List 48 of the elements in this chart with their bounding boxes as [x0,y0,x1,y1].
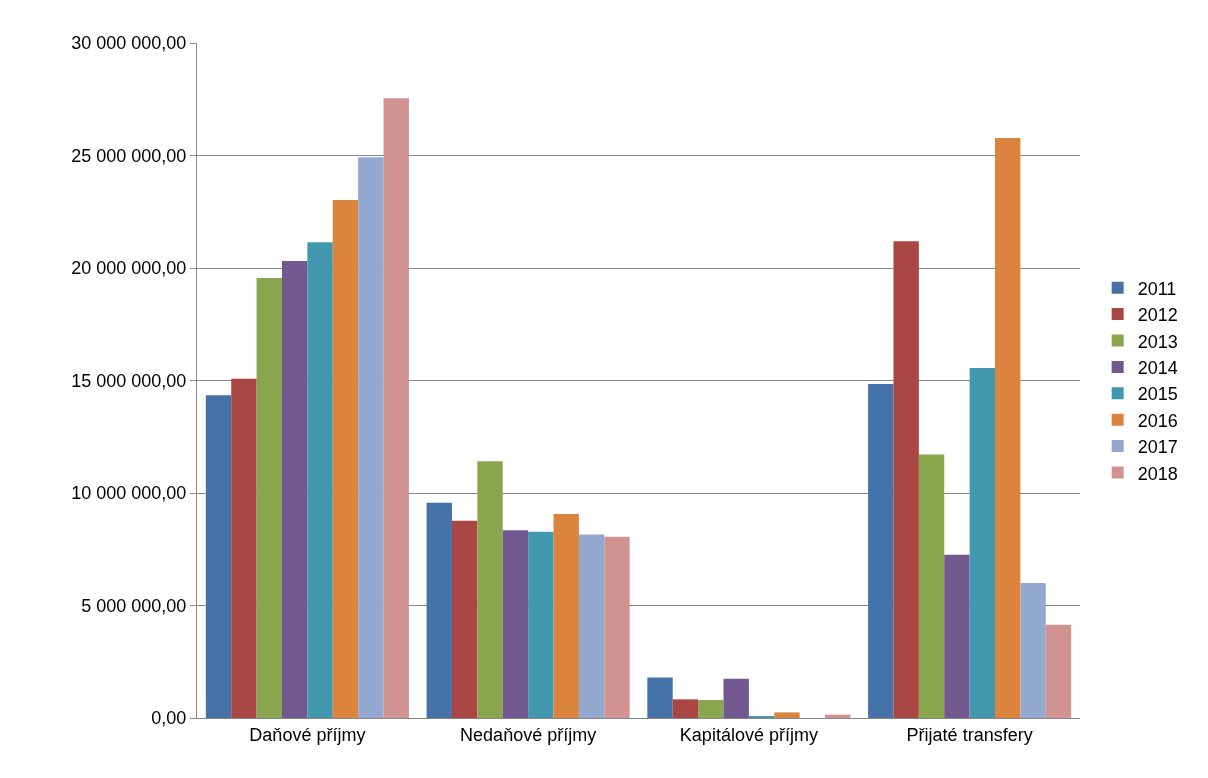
bar [332,200,359,718]
bar [358,157,384,718]
legend-label: 2016 [1137,410,1178,431]
y-tick-label: 10 000 000,00 [71,483,187,504]
bar [553,513,579,718]
y-tick-label: 5 000 000,00 [81,595,187,616]
bar [231,378,257,718]
legend-label: 2015 [1137,384,1178,405]
x-tick-label: Přijaté transfery [906,724,1033,745]
bar [893,241,919,718]
bar [723,678,749,718]
bar [502,530,529,718]
bar [256,277,282,718]
bar [647,677,673,718]
bar [604,536,630,718]
x-tick-label: Nedaňové příjmy [460,724,597,745]
bar [1045,624,1072,718]
y-tick-label: 25 000 000,00 [71,145,187,166]
y-tick-label: 0,00 [151,708,187,729]
x-tick-label: Kapitálové příjmy [679,724,818,745]
bar [578,534,605,718]
bar [281,261,308,718]
bar [995,137,1021,718]
bar [451,520,478,718]
bar [528,531,554,718]
bar [1020,583,1046,718]
bar [969,367,996,718]
legend-label: 2013 [1137,331,1178,352]
y-tick-label: 20 000 000,00 [71,258,187,279]
legend-label: 2017 [1137,437,1178,458]
x-tick-label: Daňové příjmy [249,724,366,745]
bar [698,700,724,718]
bar [426,502,452,718]
legend-label: 2014 [1137,357,1178,378]
bar [477,461,503,718]
bar [307,242,333,718]
bar [205,395,232,718]
y-tick-label: 15 000 000,00 [71,370,187,391]
bar [774,712,800,718]
legend-label: 2012 [1137,305,1178,326]
bar [672,699,699,718]
legend-label: 2011 [1137,278,1177,299]
y-tick-label: 30 000 000,00 [71,33,187,54]
bar [868,384,894,718]
bar [944,554,970,718]
bar [383,98,409,718]
bar [918,454,945,718]
legend-label: 2018 [1137,463,1178,484]
